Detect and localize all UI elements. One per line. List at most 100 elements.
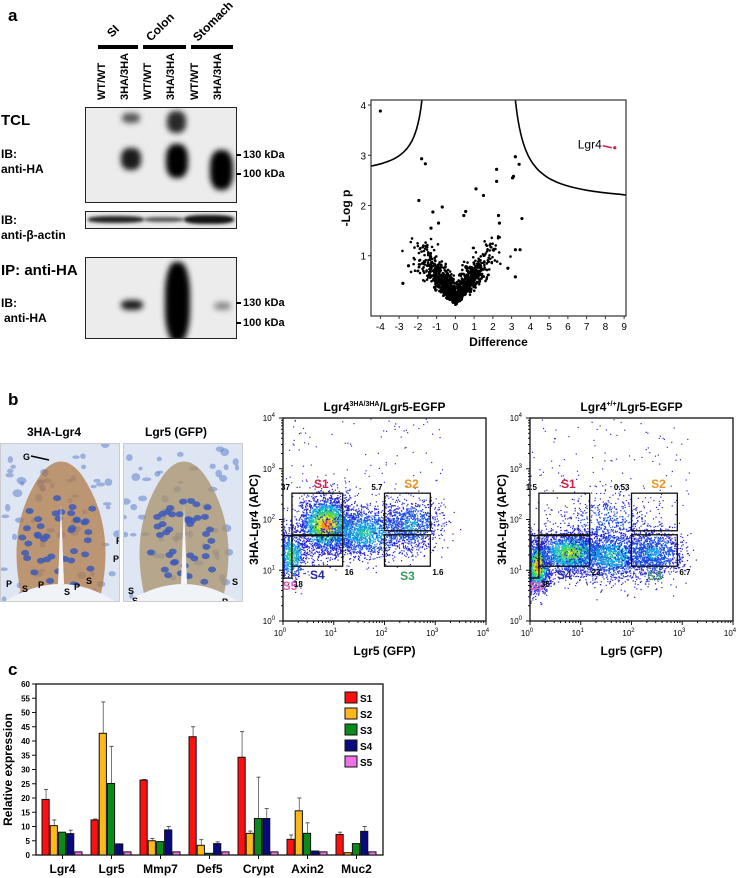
event-dot	[339, 523, 342, 525]
nucleus	[21, 549, 30, 556]
event-dot	[297, 561, 299, 564]
data-point	[457, 279, 460, 282]
event-dot	[283, 544, 285, 547]
event-dot	[392, 525, 394, 527]
nucleus	[220, 448, 230, 457]
event-dot	[288, 536, 290, 538]
event-dot	[312, 553, 315, 555]
event-dot	[285, 546, 288, 548]
event-dot	[309, 505, 311, 508]
event-dot	[334, 508, 336, 510]
event-dot	[325, 507, 327, 509]
event-dot	[343, 513, 346, 515]
event-dot	[318, 532, 320, 534]
event-dot	[296, 558, 298, 560]
event-dot	[292, 572, 295, 575]
blot-band	[144, 217, 184, 222]
data-point	[477, 257, 480, 260]
event-dot	[311, 522, 313, 524]
event-dot	[313, 531, 315, 534]
event-dot	[322, 517, 324, 520]
nucleus	[70, 548, 79, 555]
blot-title-tcl: TCL	[1, 112, 31, 129]
event-dot	[296, 522, 298, 524]
event-dot	[339, 523, 341, 525]
blot-band	[165, 262, 190, 338]
event-dot	[325, 501, 327, 503]
event-dot	[292, 535, 294, 538]
event-dot	[334, 537, 336, 540]
event-dot	[319, 503, 321, 506]
event-dot	[303, 516, 305, 518]
event-dot	[312, 541, 314, 543]
nucleus	[105, 505, 111, 510]
event-dot	[307, 537, 309, 539]
event-dot	[293, 567, 295, 569]
event-dot	[299, 548, 301, 550]
event-dot	[295, 548, 297, 550]
event-dot	[296, 529, 299, 531]
event-dot	[292, 508, 294, 510]
event-dot	[338, 501, 340, 503]
event-dot	[358, 530, 360, 532]
data-point	[462, 260, 466, 264]
nucleus	[138, 495, 148, 502]
event-dot	[330, 503, 332, 505]
event-dot	[339, 508, 341, 511]
event-dot	[333, 530, 335, 533]
event-dot	[322, 498, 325, 500]
event-dot	[334, 489, 336, 491]
event-dot	[306, 549, 308, 551]
data-point	[459, 274, 463, 278]
nucleus	[184, 516, 193, 523]
event-dot	[309, 510, 311, 512]
event-dot	[329, 538, 331, 540]
data-point	[483, 253, 486, 257]
event-dot	[366, 529, 368, 531]
event-dot	[338, 509, 340, 511]
event-dot	[301, 544, 303, 546]
event-dot	[321, 555, 323, 557]
event-dot	[283, 554, 285, 556]
event-dot	[306, 521, 309, 523]
event-dot	[334, 509, 336, 511]
event-dot	[307, 571, 309, 573]
event-dot	[322, 529, 324, 532]
nucleus	[113, 530, 119, 538]
event-dot	[324, 548, 326, 550]
event-dot	[316, 518, 318, 520]
event-dot	[322, 547, 324, 549]
event-dot	[307, 521, 310, 523]
event-dot	[305, 546, 307, 548]
event-dot	[332, 508, 334, 511]
y-tick-label: 3	[360, 151, 366, 162]
event-dot	[306, 540, 308, 542]
event-dot	[296, 543, 298, 545]
event-dot	[285, 557, 287, 559]
lane-label: WT/WT	[189, 62, 201, 100]
event-dot	[323, 538, 325, 540]
event-dot	[329, 523, 331, 525]
event-dot	[339, 524, 342, 526]
event-dot	[287, 545, 289, 547]
event-dot	[301, 558, 304, 560]
event-dot	[323, 545, 325, 547]
lane-label: WT/WT	[96, 62, 108, 100]
event-dot	[344, 515, 346, 518]
event-dot	[296, 486, 298, 489]
event-dot	[302, 557, 304, 560]
event-dot	[331, 548, 333, 551]
event-dot	[311, 532, 313, 535]
nucleus	[142, 477, 152, 482]
nucleus	[36, 557, 45, 564]
data-point	[468, 270, 471, 274]
event-dot	[325, 540, 327, 542]
event-dot	[330, 512, 332, 514]
event-dot	[389, 518, 391, 520]
x-tick-label: 7	[584, 322, 590, 333]
event-dot	[289, 563, 291, 566]
event-dot	[334, 525, 336, 527]
tissue-label-stomach: Stomach	[190, 0, 236, 45]
event-dot	[326, 521, 329, 523]
event-dot	[353, 534, 355, 536]
